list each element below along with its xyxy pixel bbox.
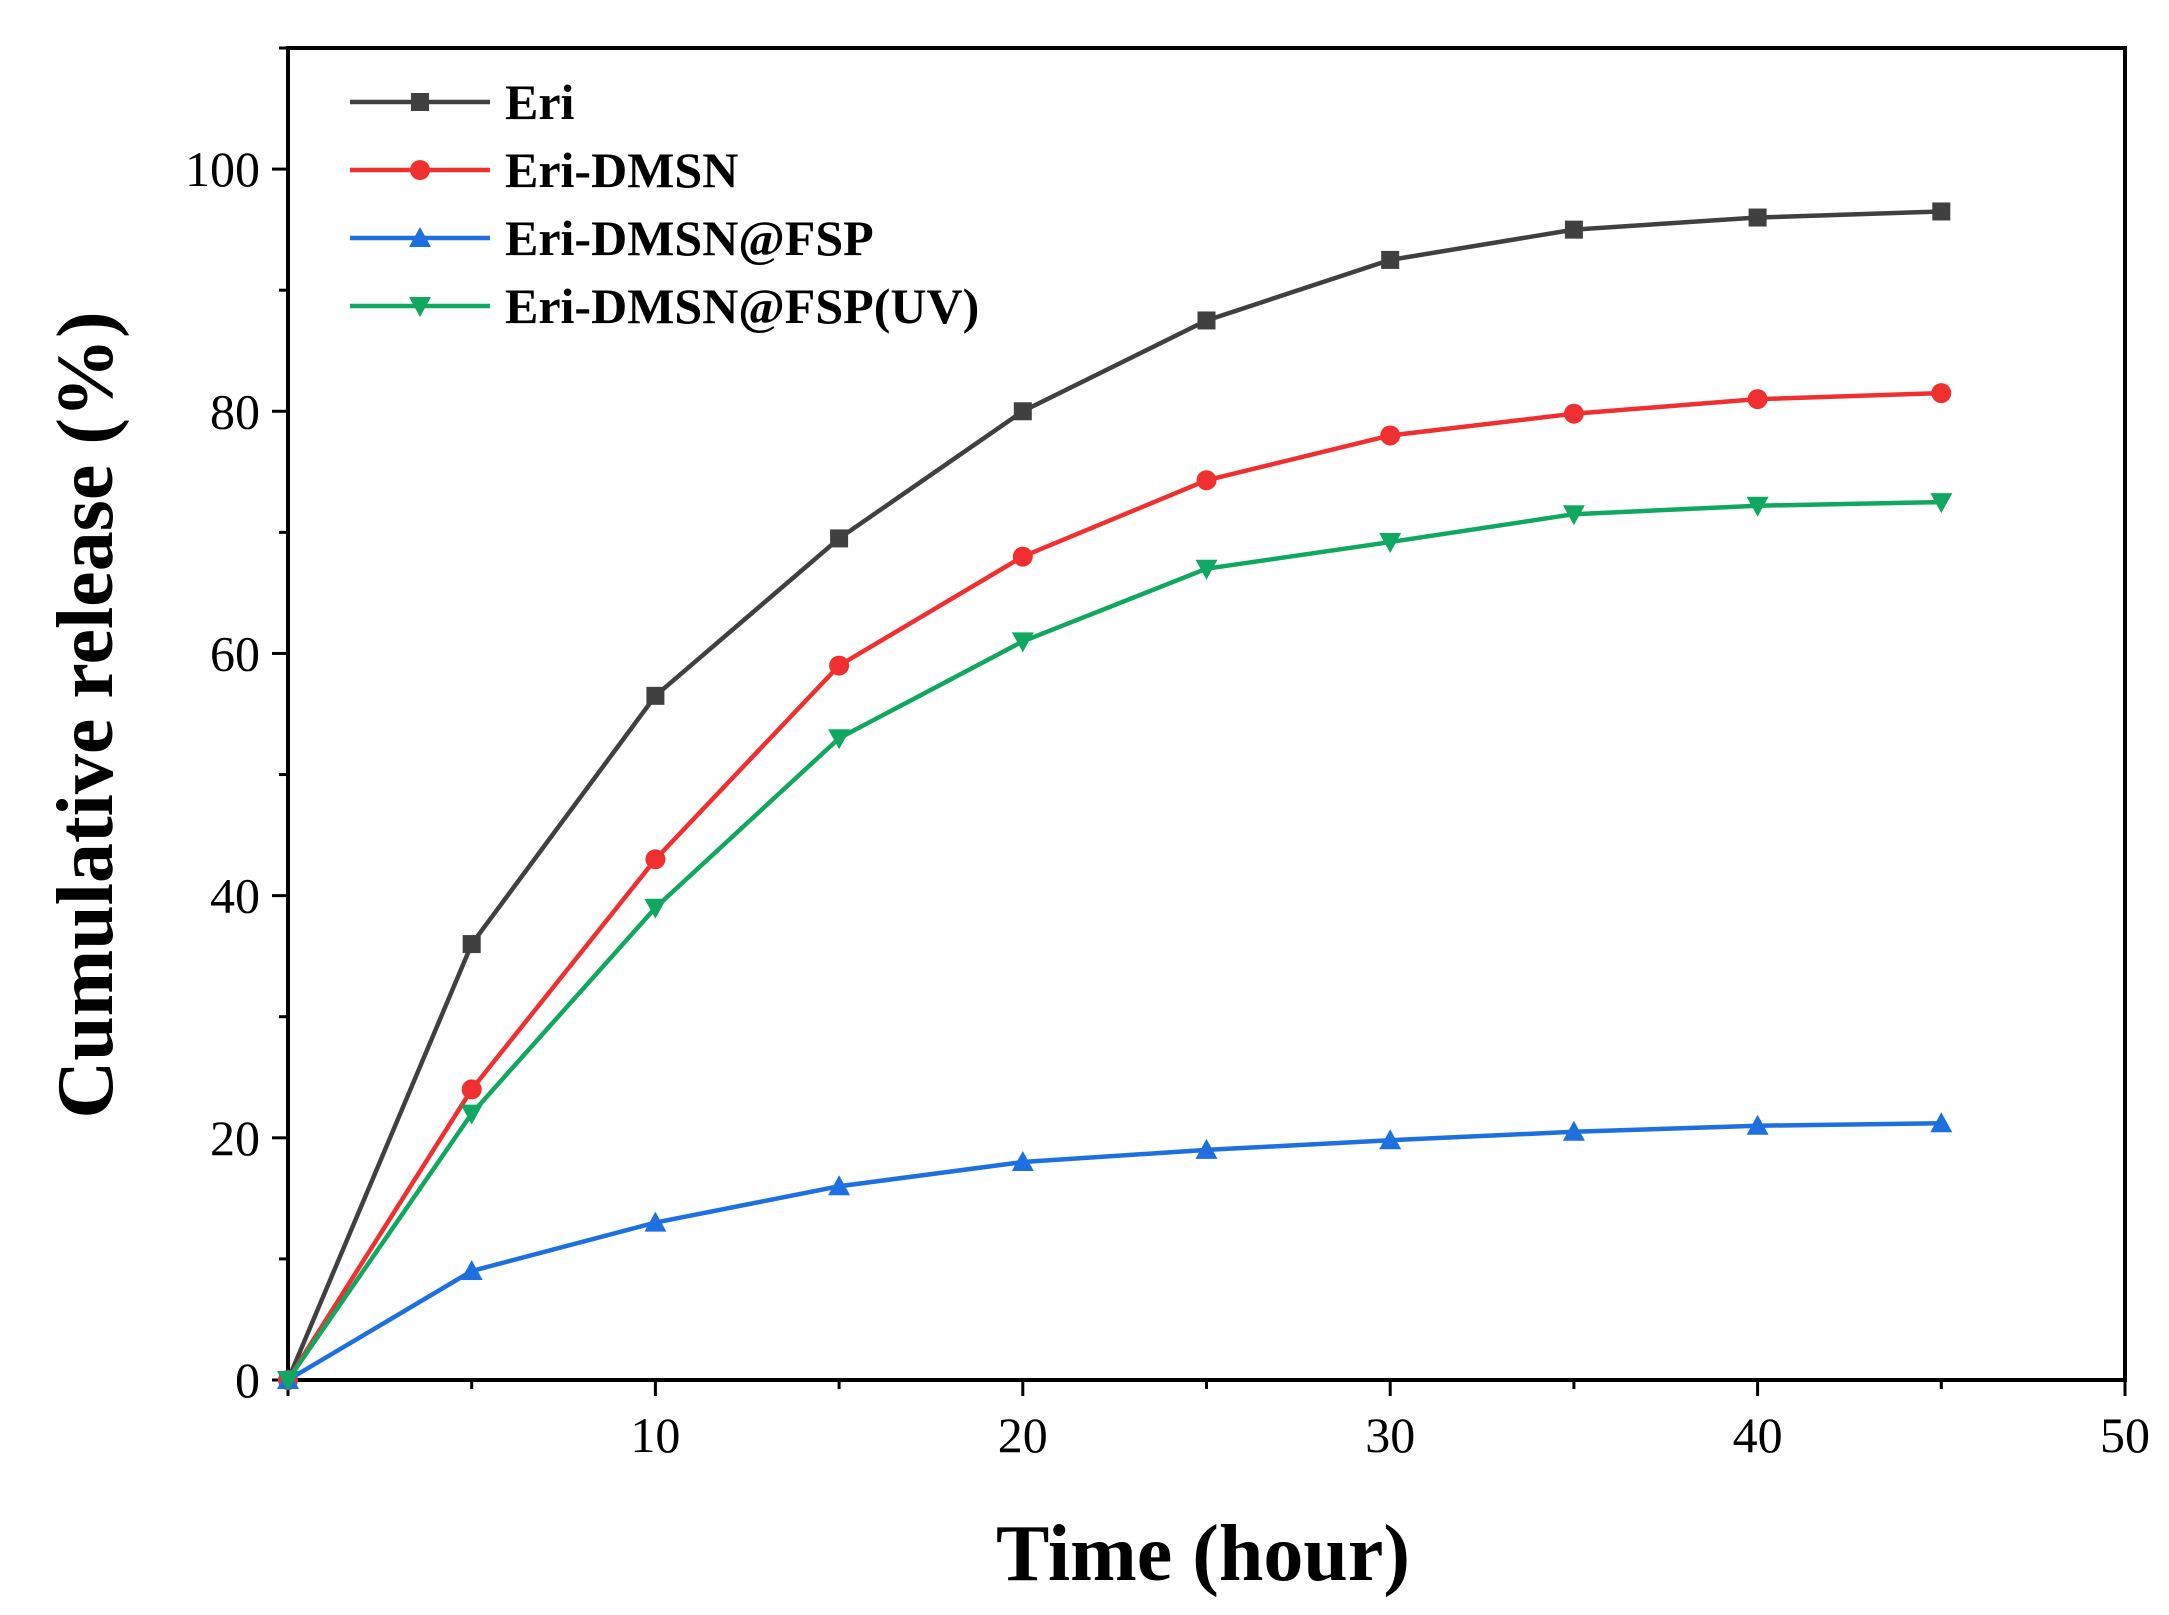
x-axis-title: Time (hour) — [996, 1510, 1410, 1598]
x-tick-label: 30 — [1365, 1407, 1415, 1463]
data-point — [644, 1211, 667, 1232]
data-point — [1011, 1151, 1034, 1172]
data-point — [1379, 533, 1402, 554]
series-eri-dmsn-fsp-uv — [277, 493, 1953, 1391]
data-point — [1748, 208, 1767, 227]
data-point — [460, 1104, 483, 1125]
y-tick-label: 60 — [210, 625, 260, 681]
legend-item: Eri-DMSN@FSP(UV) — [350, 278, 979, 334]
series-line — [286, 390, 1942, 1382]
data-point — [1011, 632, 1034, 653]
data-point — [1380, 425, 1401, 446]
legend-label: Eri — [505, 74, 575, 130]
y-tick-label: 20 — [210, 1110, 260, 1166]
series-line — [285, 209, 1942, 1381]
data-point — [1197, 311, 1216, 330]
legend-swatch-marker — [410, 160, 430, 180]
data-point — [1012, 546, 1033, 567]
data-point — [1746, 1114, 1769, 1135]
x-tick-label: 10 — [630, 1407, 680, 1463]
data-point — [460, 1260, 483, 1281]
series-eri-dmsn-fsp — [277, 1112, 1953, 1389]
data-point — [1564, 220, 1583, 239]
axes: 10 20 30 40 50 0 20 40 60 80 100 — [185, 46, 2150, 1463]
y-tick-label: 0 — [235, 1352, 260, 1408]
data-point — [462, 935, 481, 954]
legend-label: Eri-DMSN@FSP — [505, 210, 874, 266]
y-tick-label: 80 — [210, 383, 260, 439]
data-point — [1195, 559, 1218, 580]
data-point — [1747, 389, 1768, 410]
data-point — [1379, 1129, 1402, 1150]
series-line — [286, 499, 1942, 1382]
x-tick-label: 40 — [1733, 1407, 1783, 1463]
y-tick-label: 40 — [210, 868, 260, 924]
data-point — [1196, 470, 1217, 491]
y-tick-label: 100 — [185, 141, 260, 197]
legend-item: Eri-DMSN — [350, 142, 738, 198]
data-point — [1931, 383, 1952, 404]
data-point — [828, 729, 851, 750]
series-eri — [279, 202, 1951, 1389]
data-point — [645, 849, 666, 870]
data-point — [646, 686, 665, 705]
x-tick-label: 20 — [998, 1407, 1048, 1463]
data-point — [1562, 1120, 1585, 1141]
legend-label: Eri-DMSN@FSP(UV) — [505, 278, 979, 334]
data-point — [1932, 202, 1951, 221]
data-point — [1381, 250, 1400, 269]
data-point — [644, 898, 667, 919]
data-point — [1746, 496, 1769, 517]
series-layer — [277, 202, 1953, 1391]
data-point — [1930, 493, 1953, 514]
series-line — [286, 1121, 1942, 1382]
legend-swatch-marker — [409, 227, 431, 247]
series-eri-dmsn — [278, 383, 1952, 1390]
legend-item: Eri-DMSN@FSP — [350, 210, 874, 266]
data-point — [828, 1175, 851, 1196]
legend-label: Eri-DMSN — [505, 142, 738, 198]
data-point — [277, 1371, 299, 1391]
data-point — [1562, 505, 1585, 526]
y-axis-title: Cumulative release (%) — [42, 311, 130, 1118]
data-point — [1563, 403, 1584, 424]
legend-swatch-marker — [409, 297, 431, 317]
data-point — [1195, 1138, 1218, 1159]
legend-swatch-marker — [411, 93, 429, 111]
legend-item: Eri — [350, 74, 575, 130]
legend: Eri Eri-DMSN Eri-DMSN@FSP Eri-DMSN@FSP(UV) — [350, 74, 979, 334]
data-point — [1930, 1112, 1953, 1133]
data-point — [830, 529, 849, 548]
x-tick-label: 50 — [2100, 1407, 2150, 1463]
data-point — [461, 1079, 482, 1100]
data-point — [829, 655, 850, 676]
data-point — [1013, 402, 1032, 421]
